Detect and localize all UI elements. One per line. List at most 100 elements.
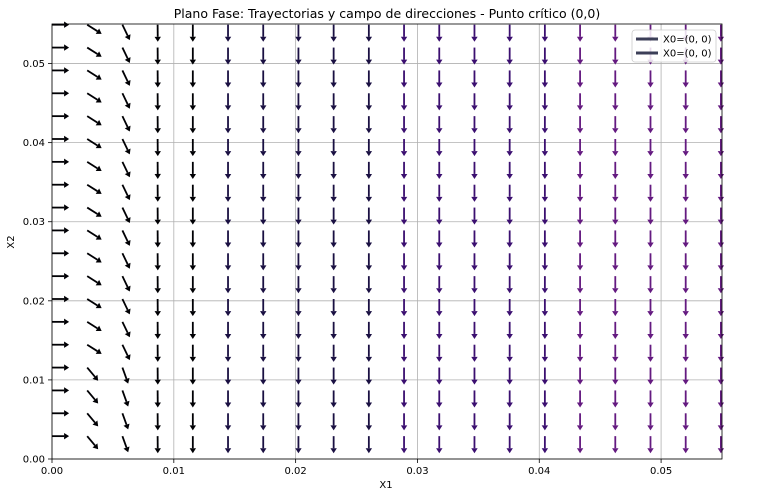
quiver-arrow xyxy=(330,24,337,42)
quiver-arrow xyxy=(612,321,619,339)
quiver-arrow xyxy=(154,436,161,454)
quiver-arrow xyxy=(365,138,373,157)
quiver-arrow xyxy=(682,413,689,431)
quiver-arrow xyxy=(436,367,443,385)
quiver-arrow xyxy=(330,276,337,294)
quiver-arrow xyxy=(189,24,197,42)
quiver-arrow xyxy=(400,207,408,225)
quiver-arrow xyxy=(189,184,197,202)
quiver-arrow xyxy=(400,116,408,134)
quiver-arrow xyxy=(52,112,70,120)
quiver-arrow xyxy=(576,298,584,317)
quiver-arrow xyxy=(121,252,131,269)
legend: X0=(0, 0) X0=(0, 0) xyxy=(631,29,717,63)
quiver-arrow xyxy=(330,230,337,248)
quiver-arrow xyxy=(224,161,232,179)
quiver-arrow xyxy=(189,436,197,454)
quiver-arrow xyxy=(224,184,232,202)
quiver-arrow xyxy=(400,230,408,248)
quiver-arrow xyxy=(260,321,267,339)
quiver-arrow xyxy=(154,367,161,385)
quiver-arrow xyxy=(330,436,337,454)
quiver-arrow xyxy=(330,116,337,134)
quiver-arrow xyxy=(541,298,549,317)
quiver-arrow xyxy=(682,436,689,454)
quiver-arrow xyxy=(506,93,513,111)
quiver-arrow xyxy=(612,390,619,408)
quiver-arrow xyxy=(154,138,161,157)
quiver-arrow xyxy=(400,93,408,111)
quiver-arrow xyxy=(86,389,99,404)
quiver-arrow xyxy=(260,70,267,88)
quiver-arrow xyxy=(365,47,373,65)
quiver-arrow xyxy=(330,207,337,225)
legend-label: X0=(0, 0) xyxy=(663,35,712,46)
quiver-arrow xyxy=(717,298,725,317)
quiver-arrow xyxy=(189,70,197,88)
quiver-arrow xyxy=(471,253,478,271)
legend-label: X0=(0, 0) xyxy=(663,49,712,60)
quiver-arrow xyxy=(541,321,549,339)
quiver-arrow xyxy=(295,367,302,385)
quiver-arrow xyxy=(717,276,725,294)
quiver-arrow xyxy=(189,207,197,225)
quiver-arrow xyxy=(121,230,131,246)
quiver-arrow xyxy=(436,184,443,202)
quiver-arrow xyxy=(189,344,197,362)
quiver-arrow xyxy=(717,230,725,248)
quiver-arrow xyxy=(121,70,131,86)
x-tick-label: 0.03 xyxy=(406,466,428,477)
quiver-arrow xyxy=(154,70,161,88)
quiver-arrow xyxy=(86,252,102,263)
quiver-arrow xyxy=(400,70,408,88)
quiver-arrow xyxy=(224,321,232,339)
quiver-arrow xyxy=(612,230,619,248)
quiver-arrow xyxy=(121,92,131,109)
quiver-arrow xyxy=(121,298,131,315)
quiver-arrow xyxy=(717,344,725,362)
quiver-arrow xyxy=(471,298,478,317)
quiver-arrow xyxy=(612,138,619,157)
quiver-arrow xyxy=(541,47,549,65)
quiver-arrow xyxy=(541,184,549,202)
quiver-arrow xyxy=(330,138,337,157)
quiver-arrow xyxy=(86,343,102,354)
quiver-arrow xyxy=(52,67,70,74)
quiver-arrow xyxy=(541,230,549,248)
quiver-arrow xyxy=(295,207,302,225)
quiver-arrow xyxy=(154,390,161,408)
quiver-arrow xyxy=(506,138,513,157)
quiver-arrow xyxy=(647,390,654,408)
quiver-arrow xyxy=(154,24,161,42)
quiver-arrow xyxy=(189,298,197,317)
y-tick-label: 0.02 xyxy=(23,296,45,307)
quiver-arrow xyxy=(52,295,70,303)
quiver-arrow xyxy=(86,115,102,126)
quiver-arrow xyxy=(365,344,373,362)
quiver-arrow xyxy=(471,390,478,408)
quiver-arrow xyxy=(506,390,513,408)
quiver-arrow xyxy=(682,116,689,134)
quiver-field xyxy=(52,21,725,454)
quiver-arrow xyxy=(189,138,197,157)
quiver-arrow xyxy=(682,161,689,179)
quiver-arrow xyxy=(541,207,549,225)
quiver-arrow xyxy=(400,344,408,362)
x-tick-label: 0.01 xyxy=(163,466,185,477)
quiver-arrow xyxy=(295,138,302,157)
quiver-arrow xyxy=(471,24,478,42)
quiver-arrow xyxy=(471,413,478,431)
quiver-arrow xyxy=(471,161,478,179)
quiver-arrow xyxy=(717,184,725,202)
quiver-arrow xyxy=(471,70,478,88)
quiver-arrow xyxy=(52,432,70,440)
quiver-arrow xyxy=(682,390,689,408)
quiver-arrow xyxy=(189,276,197,294)
quiver-arrow xyxy=(224,230,232,248)
quiver-arrow xyxy=(471,321,478,339)
quiver-arrow xyxy=(436,413,443,431)
quiver-arrow xyxy=(86,366,99,381)
quiver-arrow xyxy=(365,413,373,431)
quiver-arrow xyxy=(506,70,513,88)
quiver-arrow xyxy=(541,436,549,454)
